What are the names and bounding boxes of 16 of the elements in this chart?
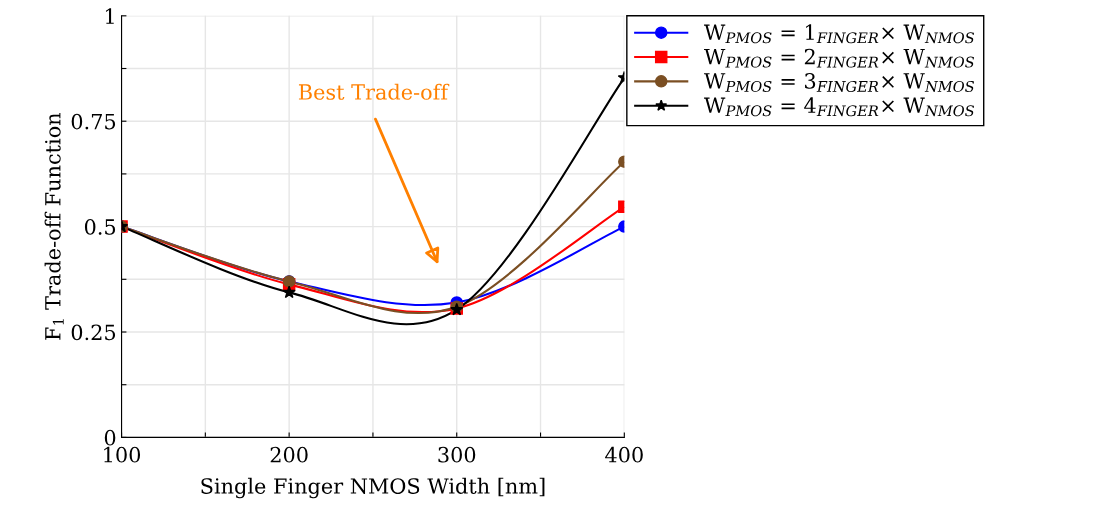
x-tick-label: 200 — [270, 446, 308, 463]
legend-label: W$_{PMOS}$ = 3$_{FINGER}$× W$_{NMOS}$ — [704, 73, 975, 92]
y-tick-label: 0.25 — [71, 324, 116, 341]
legend-label: W$_{PMOS}$ = 1$_{FINGER}$× W$_{NMOS}$ — [704, 24, 975, 44]
legend-label: W$_{PMOS}$ = 4$_{FINGER}$× W$_{NMOS}$ — [704, 97, 975, 117]
x-axis-title: Single Finger NMOS Width [nm] — [201, 477, 545, 499]
y-axis-title: F$_{1}$ Trade-off Function — [44, 112, 64, 340]
y-tick-label: 0 — [104, 429, 116, 446]
y-tick-label: 1 — [105, 8, 114, 24]
y-tick-label: 0.5 — [84, 219, 116, 235]
x-tick-label: 400 — [605, 446, 643, 463]
legend-label: W$_{PMOS}$ = 2$_{FINGER}$× W$_{NMOS}$ — [704, 48, 975, 68]
annotation: Best Trade-off — [298, 83, 450, 100]
x-tick-label: 300 — [438, 446, 476, 463]
x-tick-label: 100 — [104, 446, 141, 463]
y-tick-label: 0.75 — [71, 113, 116, 130]
